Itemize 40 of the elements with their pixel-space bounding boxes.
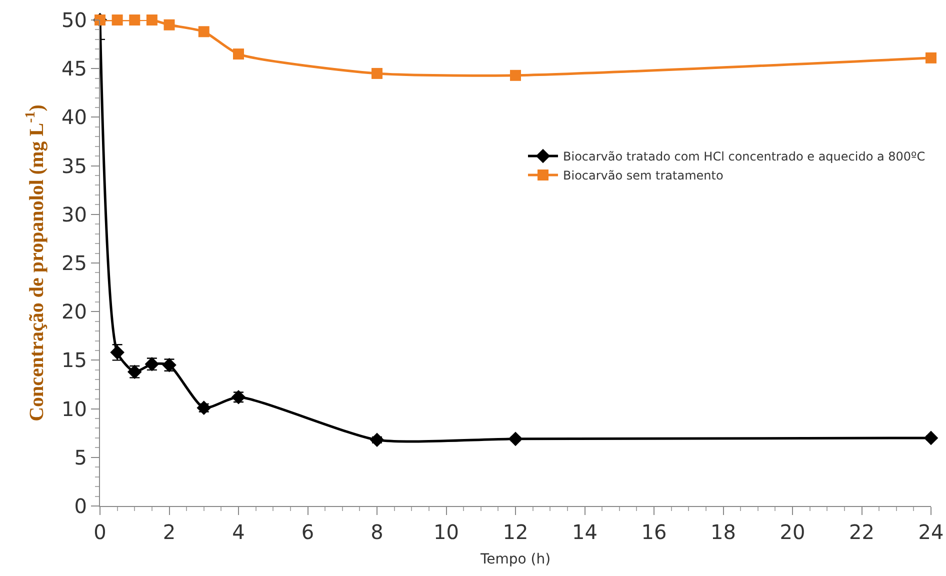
x-tick-label: 2 xyxy=(162,520,176,544)
point xyxy=(198,26,210,38)
point xyxy=(370,432,384,448)
x-tick-label: 24 xyxy=(918,520,944,544)
y-tick-label: 0 xyxy=(74,494,87,518)
point xyxy=(129,14,140,26)
x-tick-label: 6 xyxy=(301,520,314,544)
y-tick-label: 25 xyxy=(62,251,87,275)
point xyxy=(233,48,244,60)
y-tick-label: 5 xyxy=(74,445,87,470)
y-tick-label: 30 xyxy=(62,202,87,226)
x-tick-label: 0 xyxy=(94,520,106,544)
y-tick-label: 40 xyxy=(62,105,87,130)
x-tick-label: 10 xyxy=(434,520,459,544)
point xyxy=(924,430,938,446)
point xyxy=(146,14,158,26)
point xyxy=(164,19,175,30)
y-tick-label: 50 xyxy=(62,8,87,32)
y-tick-label: 15 xyxy=(62,348,87,372)
x-tick-label: 14 xyxy=(572,520,598,544)
x-tick-label: 18 xyxy=(710,520,736,544)
point xyxy=(112,14,123,26)
point xyxy=(196,400,212,415)
point xyxy=(508,432,523,446)
x-tick-label: 22 xyxy=(849,520,874,544)
legend-label: Biocarvão sem tratamento xyxy=(563,168,724,183)
x-tick-label: 8 xyxy=(370,520,384,544)
x-tick-label: 12 xyxy=(502,520,528,544)
x-tick-label: 16 xyxy=(641,520,667,544)
x-tick-label: 20 xyxy=(780,520,806,544)
point xyxy=(510,70,521,81)
y-tick-label: 35 xyxy=(62,154,87,178)
y-tick-label: 20 xyxy=(62,300,87,324)
x-tick-label: 4 xyxy=(232,520,245,544)
point xyxy=(372,68,382,79)
y-tick-label: 45 xyxy=(62,56,87,81)
y-tick-label: 10 xyxy=(62,396,87,421)
x-axis-title: Tempo (h) xyxy=(479,551,551,568)
point xyxy=(926,52,936,64)
legend-label: Biocarvão tratado com HCl concentrado e aquecido a 800ºC xyxy=(563,150,926,164)
